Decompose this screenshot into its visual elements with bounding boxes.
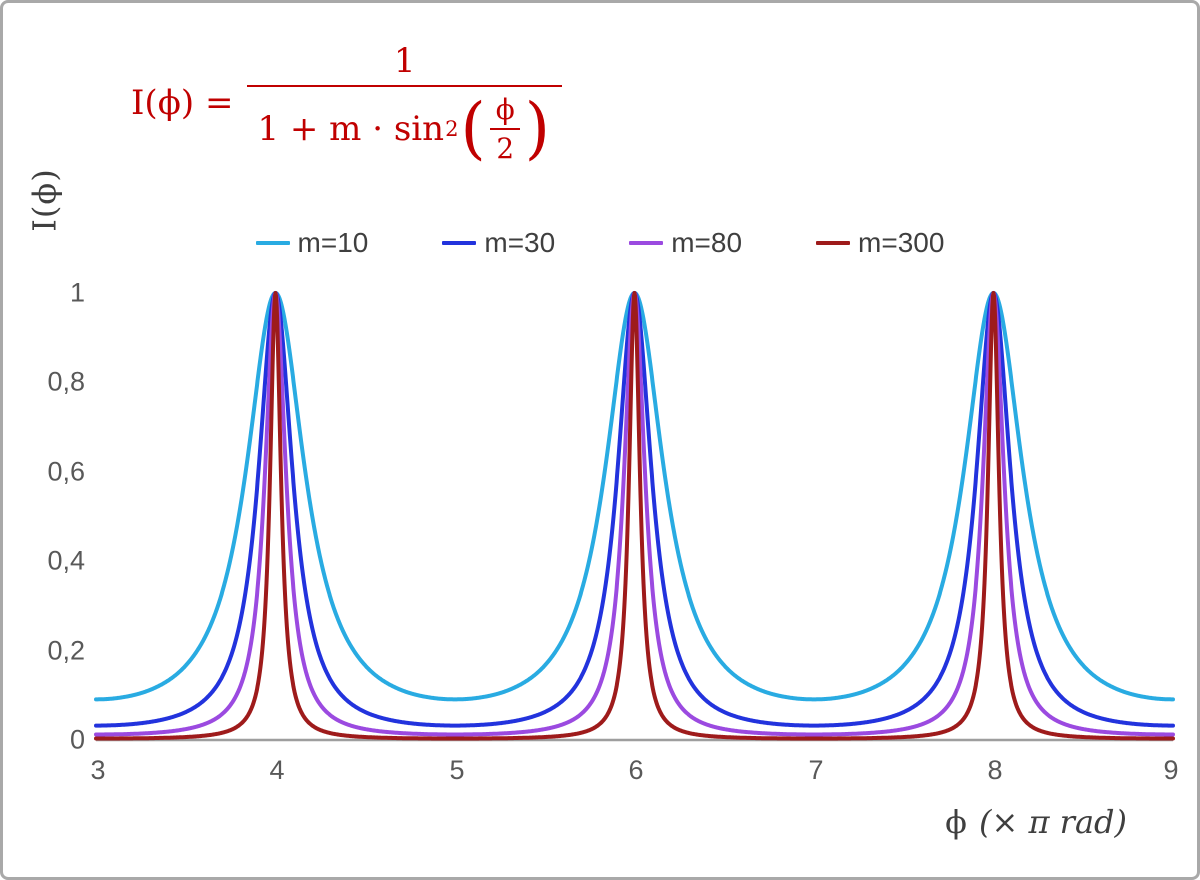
legend-swatch-m30 [442, 241, 477, 245]
formula-denominator: 1 + m · sin 2 ( ϕ 2 ) [247, 85, 562, 169]
formula-annotation: I(ϕ) = 1 1 + m · sin 2 ( ϕ 2 ) [131, 41, 562, 165]
legend-label-m80: m=80 [671, 227, 743, 258]
series-line-m30 [94, 291, 1175, 728]
x-tick-3: 3 [90, 755, 106, 785]
series-line-m300 [94, 291, 1175, 741]
x-tick-7: 7 [808, 755, 824, 785]
x-tick-8: 8 [987, 755, 1003, 785]
y-axis-title: I(ϕ) [25, 168, 64, 232]
legend-label-m300: m=300 [858, 227, 945, 258]
formula-inner-den: 2 [490, 128, 521, 165]
x-axis-title-symbol: ϕ [945, 803, 967, 841]
y-tick-0_4: 0,4 [47, 545, 85, 576]
y-tick-0_8: 0,8 [47, 366, 85, 397]
open-paren: ( [460, 89, 486, 169]
legend-item-m80: m=80 [629, 227, 742, 259]
legend-item-m300: m=300 [816, 227, 944, 259]
formula-lhs: I(ϕ) = [131, 83, 234, 123]
x-axis-title-unit: (× π rad) [978, 803, 1127, 841]
legend-swatch-m300 [816, 241, 851, 245]
x-tick-6: 6 [628, 755, 644, 785]
y-tick-0_6: 0,6 [47, 456, 85, 487]
legend-swatch-m10 [255, 241, 290, 245]
y-tick-1: 1 [69, 277, 85, 308]
legend: m=10 m=30 m=80 m=300 [3, 227, 1197, 259]
x-tick-5: 5 [449, 755, 465, 785]
legend-swatch-m80 [629, 241, 664, 245]
legend-label-m30: m=30 [484, 227, 556, 258]
y-tick-0: 0 [69, 724, 85, 755]
close-paren: ) [524, 89, 550, 169]
series-line-m80 [94, 291, 1175, 737]
x-tick-4: 4 [269, 755, 285, 785]
formula-den-text: 1 + m · sin [257, 109, 445, 149]
formula-inner-fraction: ϕ 2 [490, 93, 521, 165]
y-tick-0_2: 0,2 [47, 635, 85, 666]
plot-area [94, 291, 1175, 742]
legend-item-m30: m=30 [442, 227, 555, 259]
x-tick-9: 9 [1163, 755, 1179, 785]
formula-fraction: 1 1 + m · sin 2 ( ϕ 2 ) [247, 41, 562, 169]
formula-numerator: 1 [393, 41, 416, 81]
legend-item-m10: m=10 [255, 227, 369, 259]
x-axis-title: ϕ (× π rad) [945, 803, 1127, 841]
formula-inner-num: ϕ [495, 93, 515, 126]
legend-label-m10: m=10 [297, 227, 369, 258]
